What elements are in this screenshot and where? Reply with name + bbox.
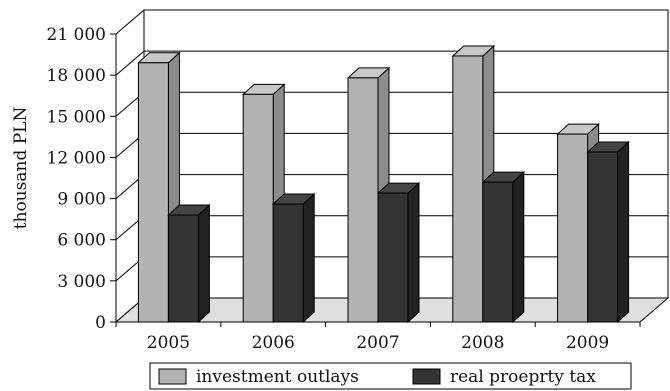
gridline — [115, 9, 668, 35]
bar-front-face — [242, 93, 274, 323]
bar-front-face — [557, 133, 589, 323]
bars-group — [137, 44, 630, 324]
bar-side-face — [407, 181, 420, 324]
bar-real-proeprty-tax-2007 — [376, 181, 421, 324]
y-tick-label: 3 000 — [57, 272, 106, 292]
y-axis-ticks: 0 3 000 6 000 9 000 12 000 15 000 18 000 21 000 — [47, 25, 116, 333]
y-tick-label: 6 000 — [57, 231, 106, 251]
bar-side-face — [197, 203, 210, 324]
x-tick-label-2007: 2007 — [356, 333, 399, 353]
y-tick-label: 0 — [95, 313, 106, 333]
bar-side-face — [617, 140, 630, 324]
legend-swatch-real-property-tax — [412, 368, 441, 385]
bar-front-face — [377, 192, 409, 323]
x-tick-label-2008: 2008 — [461, 333, 504, 353]
bar-side-face — [512, 170, 525, 324]
y-tick-label: 15 000 — [47, 107, 106, 127]
x-axis-ticks: 2005 2006 2007 2008 2009 — [115, 322, 641, 353]
bar-front-face — [272, 203, 304, 323]
legend-label-real-property-tax: real proeprty tax — [450, 367, 596, 387]
legend-swatch-investment-outlays — [158, 368, 187, 385]
x-tick-label-2009: 2009 — [566, 333, 609, 353]
bar-real-proeprty-tax-2005 — [167, 203, 211, 324]
y-tick-label: 21 000 — [47, 25, 106, 45]
y-tick-label: 12 000 — [47, 148, 106, 168]
bar-front-face — [482, 181, 514, 323]
bar-real-proeprty-tax-2009 — [586, 140, 630, 324]
bar-front-face — [167, 214, 199, 323]
bar-front-face — [347, 77, 379, 323]
bar-front-face — [587, 151, 619, 323]
x-tick-label-2006: 2006 — [252, 333, 295, 353]
gridline — [115, 50, 668, 76]
bar-side-face — [302, 192, 315, 324]
y-tick-label: 9 000 — [57, 190, 106, 210]
x-tick-label-2005: 2005 — [147, 333, 190, 353]
y-tick-label: 18 000 — [47, 66, 106, 86]
bar-front-face — [137, 62, 169, 323]
legend-label-investment-outlays: investment outlays — [196, 367, 359, 387]
bar-front-face — [452, 55, 484, 323]
bar-real-proeprty-tax-2008 — [481, 170, 526, 324]
legend-box — [149, 362, 632, 390]
bar-real-proeprty-tax-2006 — [271, 192, 316, 324]
legend: investment outlays real proeprty tax — [149, 362, 632, 390]
y-axis-title: thousand PLN — [11, 107, 31, 230]
gridline — [115, 91, 668, 117]
